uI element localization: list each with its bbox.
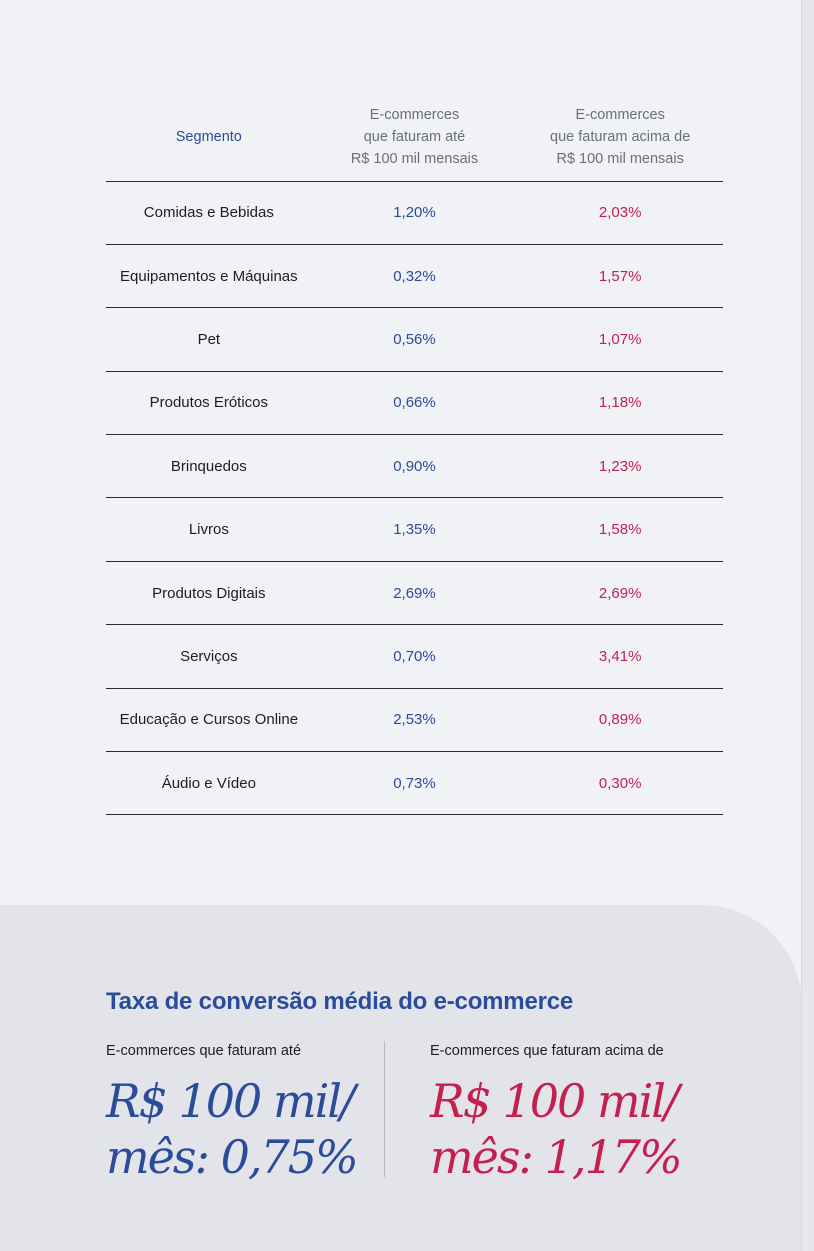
segment-name: Serviços: [180, 647, 238, 665]
table-row: Serviços 0,70% 3,41%: [106, 625, 723, 689]
high-revenue-rate: 0,30%: [598, 774, 642, 792]
summary-low-value-line: R$ 100 mil/: [106, 1074, 356, 1128]
header-segment: Segmento: [175, 128, 242, 145]
low-revenue-rate: 2,69%: [393, 584, 436, 602]
low-revenue-rate: 0,90%: [393, 457, 436, 475]
segment-name: Produtos Digitais: [152, 584, 266, 602]
segment-name: Pet: [197, 330, 221, 348]
header-low-revenue: E-commerces que faturam até R$ 100 mil m…: [312, 93, 518, 181]
summary-high-value-line: mês: 1,17%: [430, 1130, 683, 1184]
table-row: Educação e Cursos Online 2,53% 0,89%: [106, 688, 723, 752]
vertical-scrollbar[interactable]: [801, 0, 814, 1251]
summary-high-revenue: E-commerces que faturam acima de R$ 100 …: [430, 1043, 730, 1185]
high-revenue-rate: 1,58%: [598, 521, 642, 539]
low-revenue-rate: 1,35%: [393, 521, 436, 539]
table-row: Comidas e Bebidas 1,20% 2,03%: [106, 181, 723, 245]
high-revenue-rate: 1,23%: [598, 457, 642, 475]
segment-name: Equipamentos e Máquinas: [120, 267, 298, 285]
low-revenue-rate: 0,73%: [393, 774, 436, 792]
high-revenue-rate: 1,18%: [598, 394, 642, 412]
table-row: Pet 0,56% 1,07%: [106, 308, 723, 372]
low-revenue-rate: 0,56%: [393, 330, 436, 348]
segment-name: Brinquedos: [170, 457, 247, 475]
average-conversion-panel: Taxa de conversão média do e-commerce E-…: [0, 905, 802, 1251]
summary-high-label: E-commerces que faturam acima de: [430, 1043, 664, 1059]
segment-name: Livros: [188, 521, 229, 539]
table-header-row: Segmento E-commerces que faturam até R$ …: [106, 93, 723, 181]
summary-high-value: R$ 100 mil/ mês: 1,17%: [430, 1073, 730, 1185]
summary-title: Taxa de conversão média do e-commerce: [106, 988, 574, 1015]
segment-name: Áudio e Vídeo: [161, 774, 256, 792]
low-revenue-rate: 0,70%: [393, 647, 436, 665]
high-revenue-rate: 0,89%: [598, 711, 642, 729]
summary-low-label: E-commerces que faturam até: [106, 1043, 302, 1059]
summary-high-value-line: R$ 100 mil/: [430, 1074, 680, 1128]
high-revenue-rate: 3,41%: [598, 647, 642, 665]
segment-name: Produtos Eróticos: [149, 394, 269, 412]
high-revenue-rate: 2,69%: [598, 584, 642, 602]
table-row: Livros 1,35% 1,58%: [106, 498, 723, 562]
segment-name: Educação e Cursos Online: [119, 711, 299, 729]
summary-divider: [384, 1041, 385, 1177]
header-low-line: E-commerces: [369, 106, 460, 123]
segment-name: Comidas e Bebidas: [143, 204, 274, 222]
table-row: Áudio e Vídeo 0,73% 0,30%: [106, 752, 723, 815]
header-high-line: E-commerces: [575, 106, 665, 123]
table-row: Produtos Eróticos 0,66% 1,18%: [106, 371, 723, 435]
summary-low-value: R$ 100 mil/ mês: 0,75%: [106, 1073, 406, 1185]
high-revenue-rate: 2,03%: [598, 204, 642, 222]
header-low-line: que faturam até: [363, 128, 466, 145]
high-revenue-rate: 1,57%: [598, 267, 642, 285]
conversion-rate-table: Segmento E-commerces que faturam até R$ …: [106, 93, 723, 815]
low-revenue-rate: 0,32%: [393, 267, 436, 285]
conversion-table-section: Segmento E-commerces que faturam até R$ …: [106, 93, 723, 815]
high-revenue-rate: 1,07%: [598, 330, 642, 348]
table-row: Brinquedos 0,90% 1,23%: [106, 435, 723, 498]
low-revenue-rate: 2,53%: [393, 711, 436, 729]
summary-low-value-line: mês: 0,75%: [106, 1130, 359, 1184]
low-revenue-rate: 1,20%: [393, 204, 436, 222]
header-high-line: que faturam acima de: [550, 128, 691, 145]
table-row: Produtos Digitais 2,69% 2,69%: [106, 561, 723, 625]
header-high-line: R$ 100 mil mensais: [556, 150, 684, 167]
header-low-line: R$ 100 mil mensais: [350, 150, 479, 167]
summary-low-revenue: E-commerces que faturam até R$ 100 mil/ …: [106, 1043, 406, 1185]
low-revenue-rate: 0,66%: [393, 394, 436, 412]
header-high-revenue: E-commerces que faturam acima de R$ 100 …: [517, 93, 723, 181]
table-row: Equipamentos e Máquinas 0,32% 1,57%: [106, 244, 723, 308]
